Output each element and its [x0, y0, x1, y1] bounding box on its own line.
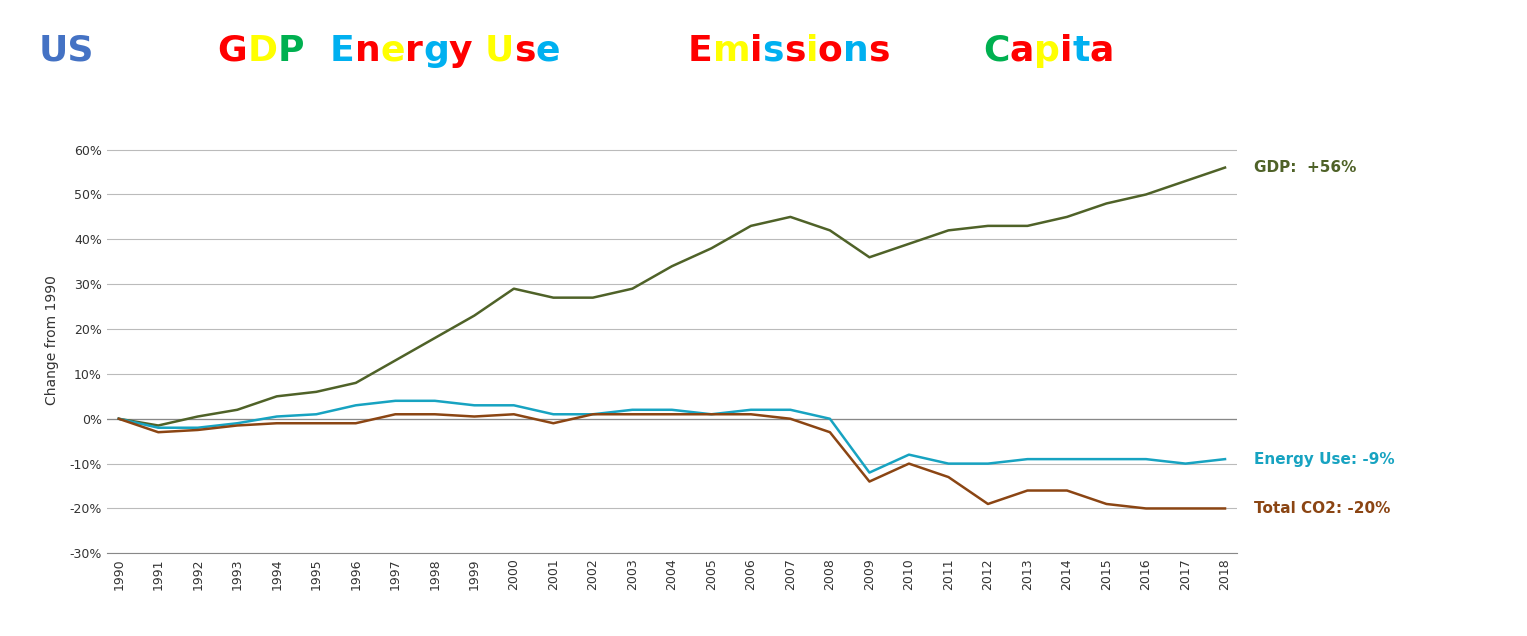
Text: per: per — [890, 34, 983, 67]
Text: m: m — [713, 34, 750, 67]
Text: s: s — [783, 34, 806, 67]
Text: Total CO2: -20%: Total CO2: -20% — [1254, 501, 1390, 516]
Text: Total: Total — [93, 34, 218, 67]
Text: and: and — [574, 34, 675, 67]
Text: U: U — [486, 34, 515, 67]
Text: n: n — [843, 34, 869, 67]
Text: y: y — [449, 34, 472, 67]
Text: i: i — [1060, 34, 1072, 67]
Text: o: o — [818, 34, 843, 67]
Text: e: e — [380, 34, 405, 67]
Y-axis label: Change from 1990: Change from 1990 — [44, 275, 58, 405]
Text: a: a — [1009, 34, 1034, 67]
Text: g: g — [423, 34, 449, 67]
Text: r: r — [405, 34, 423, 67]
Text: P: P — [278, 34, 304, 67]
Text: s: s — [869, 34, 890, 67]
Text: ,: , — [560, 34, 574, 67]
Text: US: US — [38, 34, 93, 67]
Text: e: e — [536, 34, 560, 67]
Text: s: s — [762, 34, 783, 67]
Text: G: G — [218, 34, 247, 67]
Text: p: p — [1034, 34, 1060, 67]
Text: C: C — [983, 34, 1009, 67]
Text: Energy Use: -9%: Energy Use: -9% — [1254, 452, 1394, 467]
Text: s: s — [515, 34, 536, 67]
Text: t: t — [1072, 34, 1090, 67]
Text: GDP:  +56%: GDP: +56% — [1254, 160, 1356, 175]
Text: i: i — [806, 34, 818, 67]
Text: a: a — [1090, 34, 1115, 67]
Text: i: i — [750, 34, 762, 67]
Text: n: n — [354, 34, 380, 67]
Text: E: E — [687, 34, 713, 67]
Text: ,: , — [304, 34, 318, 67]
Text: E: E — [330, 34, 354, 67]
Text: D: D — [247, 34, 278, 67]
